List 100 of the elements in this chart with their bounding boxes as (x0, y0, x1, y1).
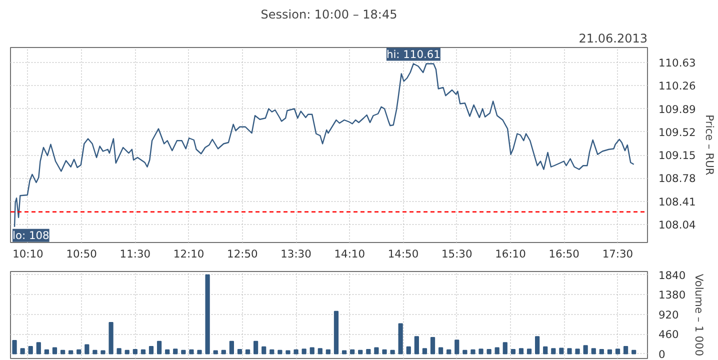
bar (326, 349, 331, 354)
x-tick-label: 14:50 (388, 248, 419, 260)
bar (599, 349, 604, 354)
y-tick-label: 109.89 (658, 102, 696, 116)
bar (108, 322, 114, 354)
bar (181, 350, 186, 354)
bar (502, 342, 508, 354)
bar (559, 348, 564, 354)
y-tick-label: 1380 (658, 288, 686, 302)
line-series (14, 63, 634, 228)
bar (632, 350, 636, 354)
bar (486, 349, 492, 354)
bar (478, 348, 484, 354)
bar (229, 340, 234, 354)
bar (205, 274, 210, 354)
bar (470, 349, 476, 354)
chart-title: Session: 10:00 – 18:45 (260, 8, 398, 22)
y-tick-label: 108.04 (658, 218, 696, 232)
bar (270, 349, 274, 354)
x-tick-label: 14:10 (334, 248, 366, 260)
y-tick-label: 109.52 (658, 126, 696, 139)
bar (583, 345, 588, 354)
x-tick-label: 13:30 (280, 248, 312, 260)
y-tick-label: 110.63 (658, 56, 696, 70)
annotation: lo: 108 (12, 228, 50, 242)
x-tick-label: 10:50 (66, 248, 98, 260)
bar (575, 348, 580, 354)
bar (567, 348, 572, 354)
bar (245, 349, 250, 354)
bar (382, 349, 387, 354)
bar (318, 348, 322, 354)
bar (494, 347, 500, 354)
bar (76, 349, 82, 354)
x-tick-label: 17:30 (602, 248, 634, 260)
bar (510, 349, 516, 354)
bar (286, 350, 290, 354)
bar (28, 346, 33, 354)
y-axis-title: Price – RUR (702, 114, 716, 176)
bar (350, 349, 355, 354)
x-tick-label: 12:50 (227, 248, 258, 260)
bar (374, 347, 379, 354)
y-tick-label: 110.26 (658, 80, 696, 93)
y-tick-label: 108.41 (658, 195, 696, 208)
bar (342, 350, 347, 354)
y-axis-title: Volume – 1 000 (692, 274, 706, 356)
bar (310, 347, 314, 354)
bar (422, 348, 428, 354)
bar (20, 348, 25, 354)
bar (358, 350, 363, 354)
bar (197, 350, 202, 354)
bar (36, 342, 41, 354)
bar (414, 336, 419, 354)
bar (12, 340, 17, 354)
x-tick-label: 16:10 (495, 248, 526, 260)
bar (446, 349, 452, 354)
bar (52, 347, 58, 354)
bar (607, 349, 612, 354)
x-tick-label: 12:10 (173, 248, 204, 260)
bar (302, 348, 306, 354)
bar (438, 347, 444, 354)
bar (237, 349, 242, 354)
chart-subtitle: 21.06.2013 (578, 32, 648, 46)
bar (615, 348, 620, 354)
bar (462, 350, 468, 354)
bar (132, 349, 138, 354)
bar (526, 348, 532, 354)
bar (591, 348, 596, 354)
bar (60, 350, 66, 354)
bar (221, 350, 226, 354)
bar (518, 348, 524, 354)
bar (454, 340, 460, 354)
bar (68, 350, 74, 354)
bar (173, 348, 178, 354)
annotation: hi: 110.61 (386, 48, 440, 61)
bar (390, 350, 395, 354)
bar (165, 349, 170, 354)
bar (213, 350, 218, 354)
bar (84, 344, 90, 354)
bar (189, 349, 194, 354)
bar (92, 350, 98, 354)
bar (543, 346, 548, 354)
bar (116, 348, 122, 354)
bar (294, 349, 298, 354)
bar (406, 346, 411, 354)
bar (124, 350, 130, 354)
bar (140, 349, 146, 354)
x-tick-label: 15:30 (442, 248, 472, 260)
x-tick-label: 10:10 (12, 248, 44, 260)
y-tick-label: 920 (658, 308, 680, 322)
bar (156, 340, 162, 354)
x-tick-label: 11:30 (120, 248, 151, 260)
y-tick-label: 1840 (658, 268, 686, 282)
bar (535, 336, 540, 354)
bar (398, 323, 403, 354)
y-tick-label: 460 (658, 328, 680, 342)
bar (278, 350, 282, 354)
y-tick-label: 108.78 (658, 172, 696, 186)
y-tick-label: 109.15 (658, 149, 696, 162)
bar (430, 337, 436, 354)
bar (334, 310, 339, 354)
